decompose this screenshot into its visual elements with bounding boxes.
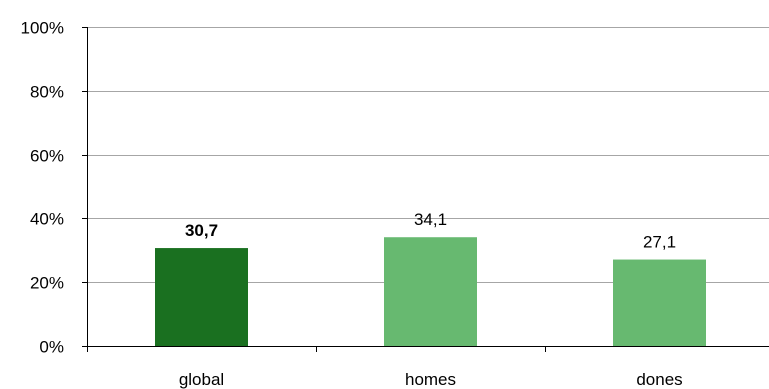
bar-dones	[613, 260, 706, 346]
y-tick-label-100: 100%	[21, 19, 64, 38]
x-tick-label-global: global	[179, 370, 224, 389]
data-label-global: 30,7	[185, 221, 218, 240]
y-tick-label-40: 40%	[30, 210, 64, 229]
x-tick-label-homes: homes	[405, 370, 456, 389]
data-label-dones: 27,1	[643, 233, 676, 252]
x-tick-label-dones: dones	[636, 370, 682, 389]
y-tick-label-20: 20%	[30, 274, 64, 293]
y-axis-tick-labels: 0% 20% 40% 60% 80% 100%	[21, 19, 64, 357]
y-tick-label-0: 0%	[39, 338, 64, 357]
y-tick-label-60: 60%	[30, 147, 64, 166]
x-axis-tick-labels: global homes dones	[179, 370, 683, 389]
data-label-homes: 34,1	[414, 210, 447, 229]
y-tick-label-80: 80%	[30, 83, 64, 102]
bar-homes	[384, 237, 477, 346]
bars	[155, 237, 706, 346]
bar-global	[155, 248, 248, 346]
